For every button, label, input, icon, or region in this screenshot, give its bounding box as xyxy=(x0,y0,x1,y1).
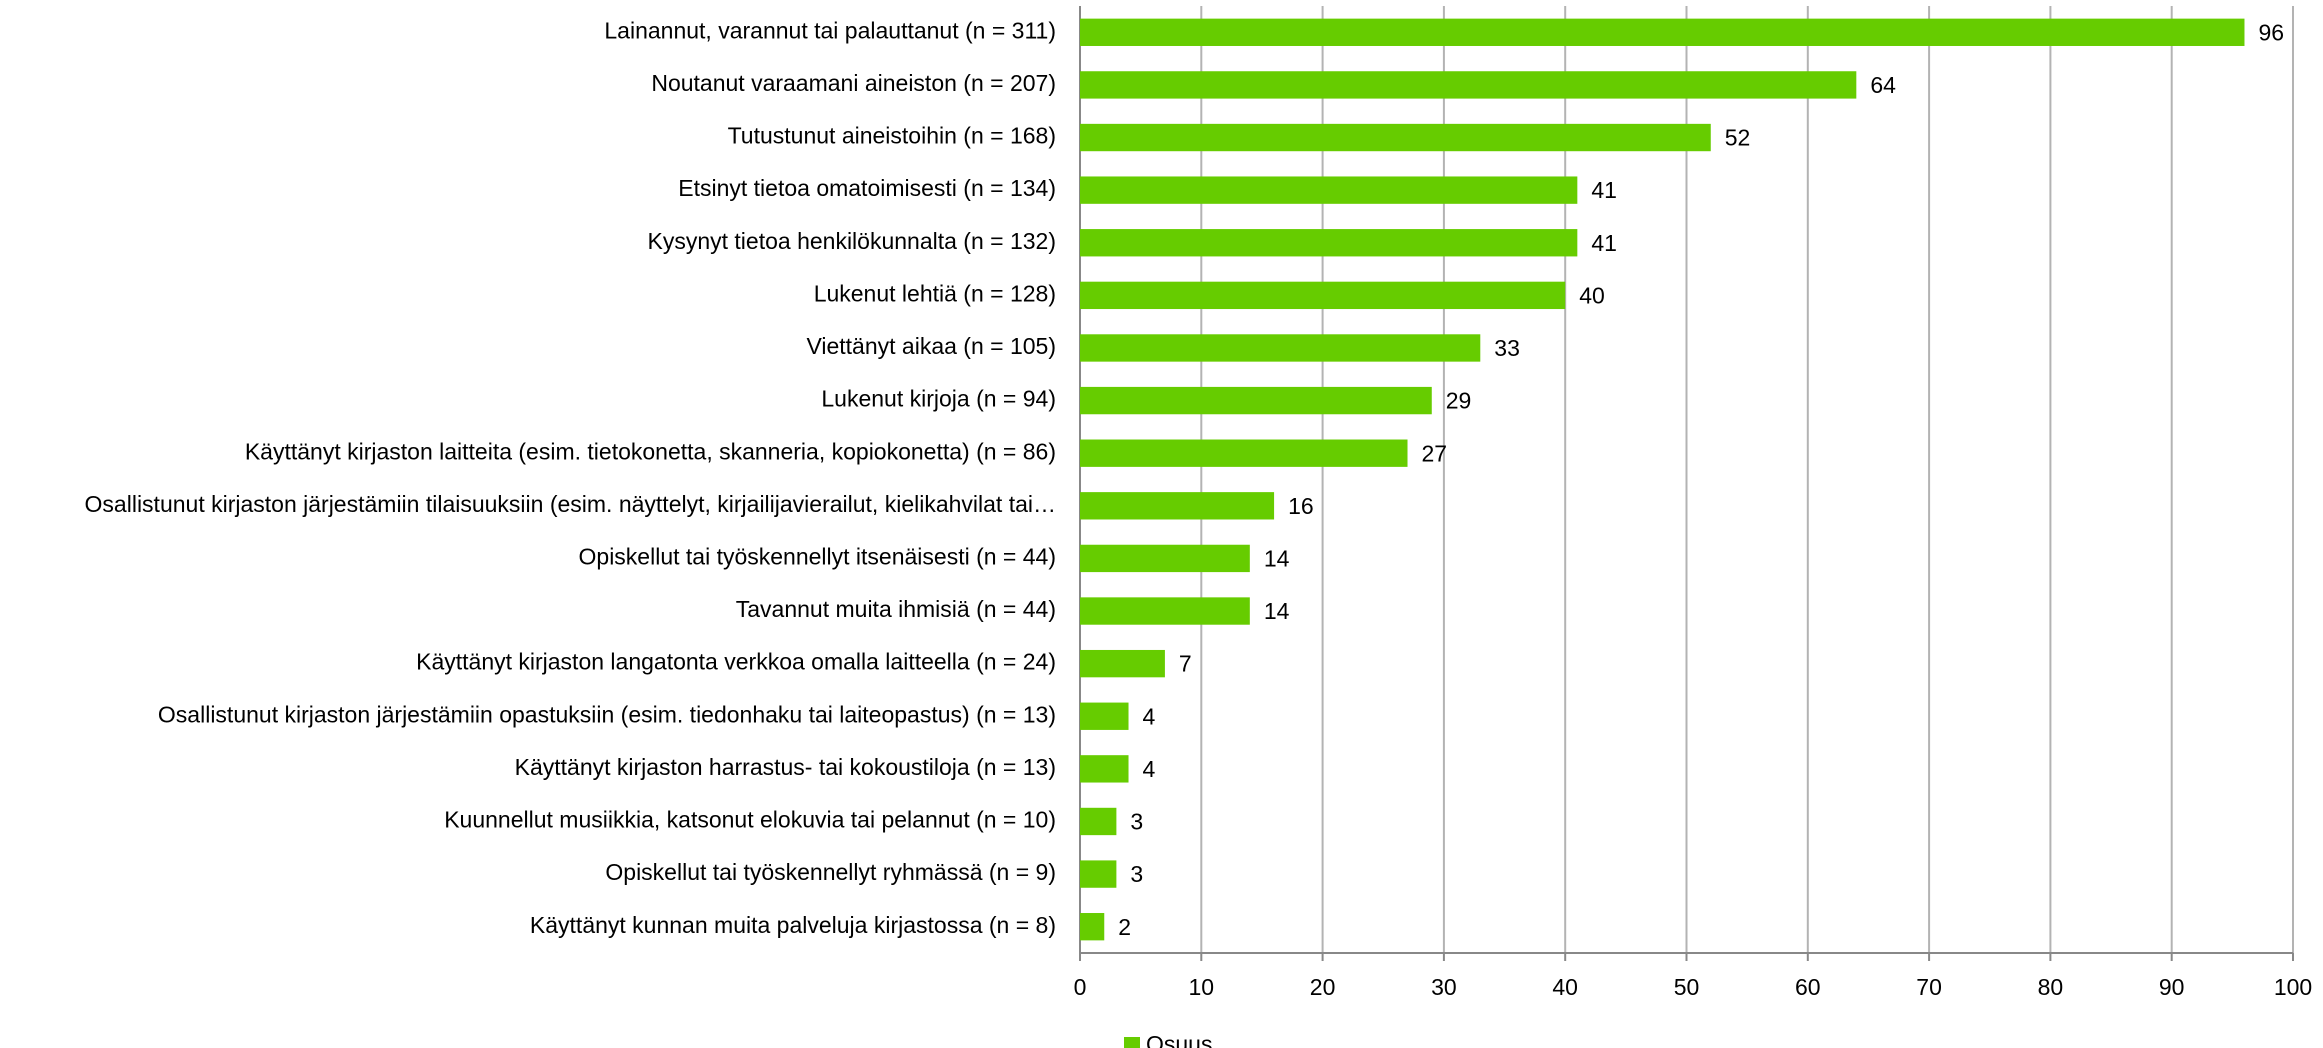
legend-swatch xyxy=(1124,1037,1140,1048)
data-label: 41 xyxy=(1591,177,1617,203)
y-tick-label: Tavannut muita ihmisiä (n = 44) xyxy=(736,596,1056,622)
y-tick-label: Osallistunut kirjaston järjestämiin tila… xyxy=(85,491,1056,517)
bar xyxy=(1080,439,1408,467)
x-tick-label: 70 xyxy=(1916,974,1942,1000)
legend-label: Osuus xyxy=(1146,1031,1212,1048)
data-label: 14 xyxy=(1264,545,1290,571)
y-tick-label: Etsinyt tietoa omatoimisesti (n = 134) xyxy=(678,175,1056,201)
data-label: 14 xyxy=(1264,598,1290,624)
x-tick-label: 10 xyxy=(1189,974,1215,1000)
x-tick-label: 30 xyxy=(1431,974,1457,1000)
y-tick-label: Käyttänyt kunnan muita palveluja kirjast… xyxy=(530,912,1056,938)
bar xyxy=(1080,492,1275,520)
data-label: 2 xyxy=(1118,914,1131,940)
bar xyxy=(1080,807,1117,836)
y-tick-label: Lukenut lehtiä (n = 128) xyxy=(814,280,1056,306)
x-tick-label: 40 xyxy=(1552,974,1578,1000)
y-tick-label: Opiskellut tai työskennellyt ryhmässä (n… xyxy=(605,859,1056,885)
data-label: 7 xyxy=(1179,651,1192,677)
bar xyxy=(1080,123,1711,152)
data-label: 52 xyxy=(1725,125,1751,151)
bar xyxy=(1080,334,1481,362)
bar xyxy=(1080,71,1857,99)
x-tick-label: 50 xyxy=(1674,974,1700,1000)
bar xyxy=(1080,755,1129,783)
y-tick-label: Opiskellut tai työskennellyt itsenäisest… xyxy=(579,543,1056,569)
bar xyxy=(1080,597,1250,625)
x-tick-label: 20 xyxy=(1310,974,1336,1000)
bar xyxy=(1080,18,2245,46)
data-label: 40 xyxy=(1579,282,1605,308)
x-tick-label: 90 xyxy=(2159,974,2185,1000)
y-tick-label: Viettänyt aikaa (n = 105) xyxy=(806,333,1056,359)
y-tick-label: Käyttänyt kirjaston langatonta verkkoa o… xyxy=(416,649,1056,675)
data-label: 27 xyxy=(1422,440,1448,466)
y-tick-label: Lainannut, varannut tai palauttanut (n =… xyxy=(604,17,1056,43)
x-tick-label: 100 xyxy=(2274,974,2312,1000)
data-label: 4 xyxy=(1143,703,1156,729)
bar xyxy=(1080,176,1578,204)
data-label: 96 xyxy=(2258,19,2284,45)
bar xyxy=(1080,649,1165,678)
y-tick-label: Käyttänyt kirjaston harrastus- tai kokou… xyxy=(515,754,1056,780)
y-tick-label: Lukenut kirjoja (n = 94) xyxy=(821,386,1056,412)
data-label: 29 xyxy=(1446,388,1472,414)
y-tick-label: Osallistunut kirjaston järjestämiin opas… xyxy=(158,701,1056,727)
bar xyxy=(1080,229,1578,257)
data-label: 3 xyxy=(1130,861,1143,887)
data-label: 3 xyxy=(1130,809,1143,835)
data-label: 64 xyxy=(1870,72,1896,98)
data-label: 33 xyxy=(1494,335,1520,361)
data-label: 4 xyxy=(1143,756,1156,782)
y-tick-label: Tutustunut aineistoihin (n = 168) xyxy=(728,123,1056,149)
x-tick-label: 80 xyxy=(2038,974,2064,1000)
bar xyxy=(1080,281,1566,310)
y-tick-label: Kuunnellut musiikkia, katsonut elokuvia … xyxy=(444,807,1056,833)
y-tick-label: Käyttänyt kirjaston laitteita (esim. tie… xyxy=(245,438,1056,464)
data-label: 16 xyxy=(1288,493,1314,519)
bar xyxy=(1080,860,1117,888)
data-label: 41 xyxy=(1591,230,1617,256)
bar xyxy=(1080,913,1105,941)
y-tick-label: Kysynyt tietoa henkilökunnalta (n = 132) xyxy=(648,228,1057,254)
x-tick-label: 60 xyxy=(1795,974,1821,1000)
y-tick-label: Noutanut varaamani aineiston (n = 207) xyxy=(651,70,1056,96)
x-tick-label: 0 xyxy=(1074,974,1087,1000)
bar xyxy=(1080,544,1250,573)
bar xyxy=(1080,386,1432,415)
bar xyxy=(1080,702,1129,730)
